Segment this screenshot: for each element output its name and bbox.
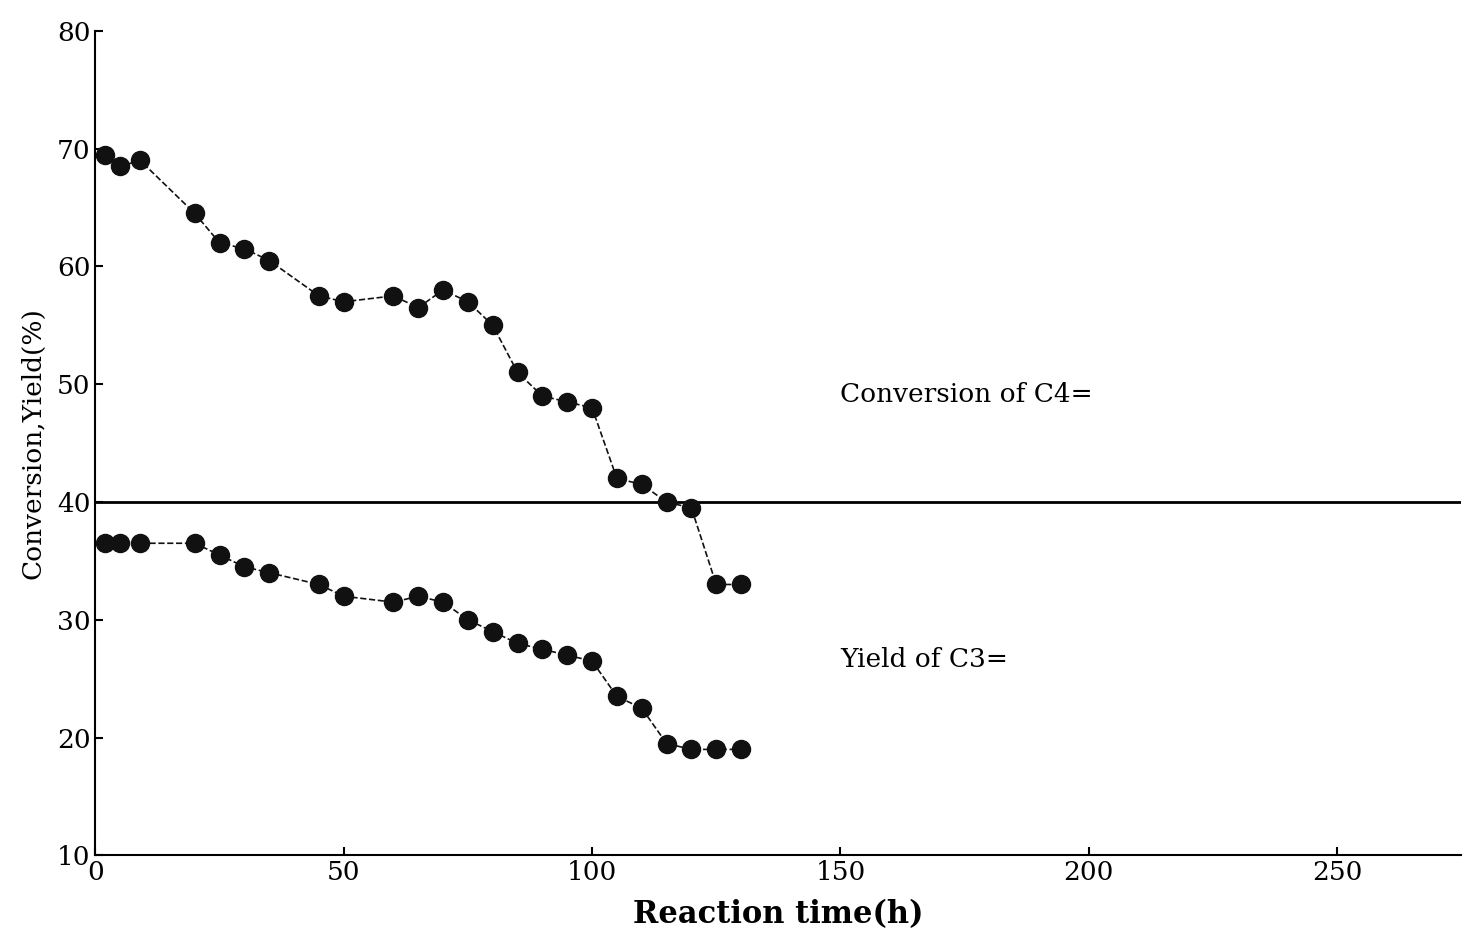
Y-axis label: Conversion,Yield(%): Conversion,Yield(%) bbox=[21, 307, 46, 579]
Text: Yield of C3=: Yield of C3= bbox=[840, 647, 1008, 672]
X-axis label: Reaction time(h): Reaction time(h) bbox=[633, 899, 923, 930]
Text: Conversion of C4=: Conversion of C4= bbox=[840, 382, 1094, 407]
